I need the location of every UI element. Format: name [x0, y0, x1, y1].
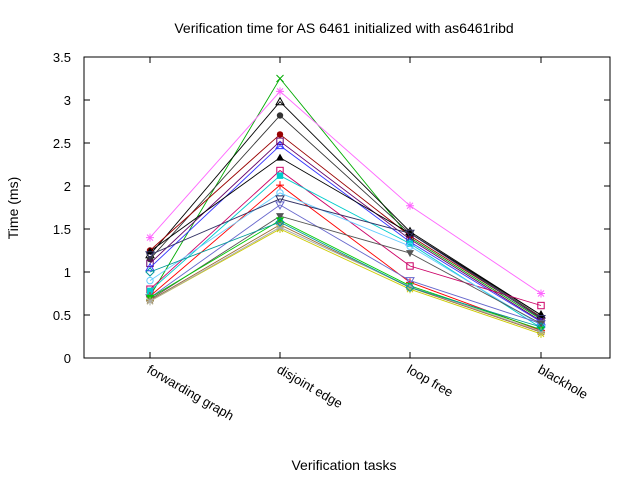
- series-line-7: [149, 157, 542, 316]
- y-tick-label-6: 3: [64, 93, 71, 108]
- marker-s6-p0: [145, 262, 155, 272]
- marker-s7-p0: [146, 247, 154, 255]
- series-line-16: [149, 224, 542, 333]
- marker-s2-p1: [275, 96, 285, 106]
- marker-s3-p1: [276, 112, 284, 119]
- marker-s1-p3: [537, 289, 545, 298]
- series-6: [145, 140, 546, 326]
- y-tick-label-0: 0: [64, 351, 71, 366]
- series-line-14: [149, 215, 542, 324]
- marker-s1-p2: [406, 201, 414, 210]
- marker-s14-p3: [537, 320, 545, 328]
- marker-s7-p3: [537, 311, 545, 318]
- marker-s14-p1: [276, 213, 284, 221]
- marker-s8-p2: [406, 262, 414, 270]
- y-axis: 0 0.5 1 1.5 2 2.5 3 3.5: [53, 50, 610, 366]
- y-tick-label-1: 0.5: [53, 308, 71, 323]
- x-tick-label-1: disjoint edge: [275, 362, 346, 411]
- marker-s1-p0: [146, 233, 154, 242]
- series-line-1: [149, 90, 542, 294]
- marker-s6-p1: [275, 140, 285, 150]
- y-tick-label-3: 1.5: [53, 222, 71, 237]
- series-line-4: [149, 133, 542, 318]
- marker-s7-p1: [276, 153, 284, 161]
- marker-s19-p0: [145, 267, 155, 277]
- series-line-10: [149, 184, 542, 331]
- chart-title: Verification time for AS 6461 initialize…: [174, 20, 513, 36]
- marker-s18-p2: [406, 282, 414, 291]
- marker-s11-p0: [146, 276, 154, 285]
- marker-s12-p3: [536, 314, 546, 324]
- marker-s12-p0: [145, 251, 155, 260]
- marker-s9-p0: [146, 287, 154, 295]
- marker-s0-p1: [276, 74, 284, 83]
- y-tick-label-7: 3.5: [53, 50, 71, 65]
- series-19: [145, 217, 546, 332]
- series-line-2: [149, 101, 542, 316]
- x-tick-label-3: blackhole: [536, 362, 591, 402]
- marker-s5-p1: [276, 137, 284, 145]
- marker-s13-p2: [405, 277, 415, 286]
- series-group: [145, 74, 546, 338]
- marker-s12-p1: [275, 195, 285, 204]
- plot-frame: [83, 56, 611, 359]
- series-line-0: [149, 77, 542, 320]
- series-line-12: [149, 198, 542, 319]
- marker-s19-p3: [536, 322, 546, 332]
- x-axis-label: Verification tasks: [291, 457, 396, 473]
- marker-s9-p1: [276, 172, 284, 179]
- marker-s18-p0: [146, 297, 154, 306]
- series-line-19: [149, 221, 542, 328]
- series-line-11: [149, 192, 542, 326]
- y-tick-label-2: 1: [64, 265, 71, 280]
- marker-s11-p2: [406, 242, 414, 250]
- series-1: [146, 87, 545, 298]
- marker-s10-p1: [276, 181, 284, 190]
- x-tick-label-2: loop free: [405, 362, 456, 400]
- marker-s13-p1: [275, 201, 285, 210]
- series-line-18: [149, 226, 542, 332]
- marker-s4-p1: [276, 131, 284, 138]
- marker-s9-p2: [406, 240, 414, 247]
- marker-s5-p0: [146, 259, 154, 268]
- x-axis: forwarding graph disjoint edge loop free bl…: [145, 57, 591, 423]
- marker-s8-p3: [537, 301, 545, 310]
- y-axis-label: Time (ms): [5, 177, 21, 239]
- series-7: [146, 153, 545, 318]
- series-11: [146, 189, 545, 330]
- marker-s18-p1: [276, 223, 284, 232]
- series-12: [145, 195, 546, 324]
- series-line-6: [149, 145, 542, 323]
- y-tick-label-5: 2.5: [53, 136, 71, 151]
- series-line-17: [149, 228, 542, 335]
- series-line-13: [149, 204, 542, 325]
- series-line-15: [149, 219, 542, 331]
- series-5: [146, 137, 545, 325]
- y-tick-label-4: 2: [64, 179, 71, 194]
- series-line-3: [149, 114, 542, 318]
- marker-s19-p1: [275, 217, 285, 227]
- series-line-5: [149, 140, 542, 322]
- x-tick-label-0: forwarding graph: [145, 362, 237, 424]
- series-4: [146, 131, 545, 321]
- marker-s12-p2: [405, 229, 415, 239]
- marker-s14-p2: [406, 250, 414, 258]
- marker-s1-p1: [276, 87, 284, 96]
- marker-s19-p2: [405, 282, 415, 293]
